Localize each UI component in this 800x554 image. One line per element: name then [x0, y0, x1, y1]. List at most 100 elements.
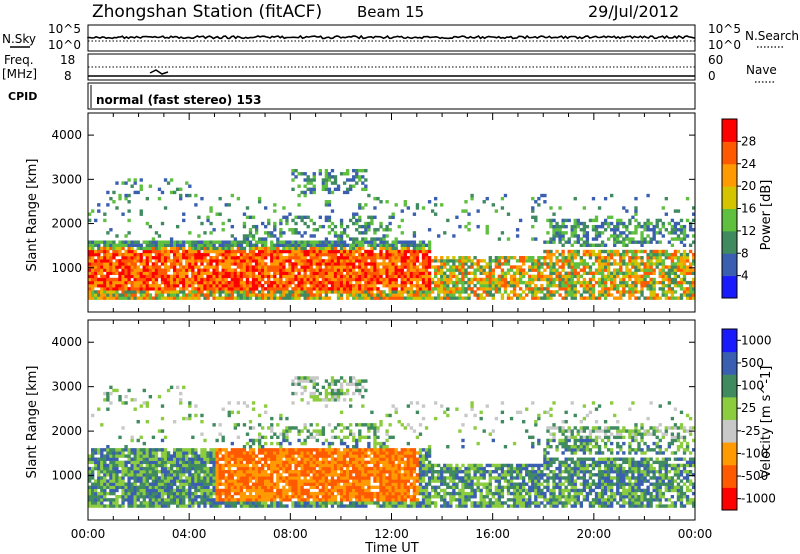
- echo-cell: [318, 240, 322, 244]
- echo-cell: [294, 246, 298, 251]
- echo-cell: [670, 280, 675, 285]
- echo-cell: [561, 249, 565, 254]
- echo-cell: [330, 256, 335, 260]
- echo-cell: [179, 501, 183, 505]
- echo-cell: [261, 262, 265, 266]
- echo-cell: [200, 293, 204, 297]
- echo-cell: [221, 290, 225, 294]
- echo-cell: [406, 293, 411, 297]
- echo-cell: [427, 243, 432, 247]
- echo-cell: [151, 479, 156, 483]
- echo-cell: [215, 495, 219, 499]
- echo-cell: [103, 284, 107, 288]
- echo-cell: [610, 274, 614, 279]
- echo-cell: [148, 473, 153, 477]
- echo-cell: [200, 491, 204, 496]
- echo-cell: [628, 240, 632, 244]
- echo-cell: [154, 231, 159, 235]
- echo-cell: [318, 268, 322, 272]
- echo-cell: [585, 284, 590, 288]
- echo-cell: [257, 240, 262, 244]
- echo-cell: [658, 249, 662, 254]
- echo-cell: [230, 479, 234, 483]
- echo-cell: [194, 498, 198, 502]
- echo-cell: [160, 488, 165, 493]
- echo-cell: [200, 466, 204, 471]
- echo-cell: [588, 277, 593, 282]
- echo-cell: [261, 479, 265, 483]
- echo-cell: [88, 473, 92, 477]
- echo-cell: [622, 262, 626, 266]
- echo-cell: [327, 249, 332, 254]
- echo-cell: [127, 501, 131, 505]
- echo-cell: [127, 277, 131, 282]
- echo-cell: [440, 262, 444, 266]
- echo-cell: [245, 243, 250, 247]
- echo-cell: [640, 256, 644, 260]
- echo-cell: [218, 495, 222, 499]
- echo-cell: [233, 498, 238, 502]
- echo-cell: [106, 398, 110, 402]
- echo-cell: [188, 231, 192, 235]
- echo-cell: [664, 277, 668, 282]
- echo-cell: [276, 485, 280, 490]
- echo-cell: [130, 463, 134, 468]
- echo-cell: [212, 466, 216, 471]
- echo-cell: [515, 280, 520, 285]
- echo-cell: [591, 277, 596, 282]
- echo-cell: [172, 460, 177, 465]
- echo-cell: [212, 249, 216, 254]
- echo-cell: [121, 262, 125, 266]
- echo-cell: [176, 504, 180, 508]
- echo-cell: [154, 460, 159, 465]
- echo-cell: [130, 435, 134, 440]
- echo-cell: [379, 274, 383, 279]
- echo-cell: [352, 246, 356, 251]
- echo-cell: [279, 280, 283, 285]
- echo-cell: [364, 221, 368, 226]
- echo-cell: [200, 240, 204, 244]
- echo-cell: [163, 268, 168, 272]
- echo-cell: [130, 249, 134, 254]
- echo-cell: [543, 287, 547, 291]
- echo-cell: [112, 243, 116, 247]
- echo-cell: [652, 271, 656, 275]
- echo-cell: [248, 296, 253, 300]
- echo-cell: [282, 206, 286, 210]
- echo-cell: [194, 259, 198, 263]
- echo-cell: [667, 296, 672, 300]
- echo-cell: [106, 280, 110, 285]
- echo-cell: [606, 274, 611, 279]
- echo-cell: [288, 495, 292, 499]
- echo-cell: [549, 284, 553, 288]
- echo-cell: [661, 265, 665, 269]
- echo-cell: [127, 454, 131, 458]
- echo-cell: [233, 259, 238, 263]
- echo-cell: [248, 268, 253, 272]
- echo-cell: [267, 454, 271, 458]
- echo-cell: [625, 209, 629, 213]
- echo-cell: [130, 501, 134, 505]
- echo-cell: [124, 259, 128, 263]
- echo-cell: [397, 296, 401, 300]
- echo-cell: [285, 488, 289, 493]
- echo-cell: [355, 293, 359, 297]
- echo-cell: [573, 249, 577, 254]
- echo-cell: [251, 246, 256, 251]
- echo-cell: [94, 265, 98, 269]
- echo-cell: [124, 243, 128, 247]
- echo-cell: [163, 287, 168, 291]
- echo-cell: [91, 274, 95, 279]
- echo-cell: [567, 259, 571, 263]
- echo-cell: [215, 240, 219, 244]
- echo-cell: [409, 259, 414, 263]
- echo-cell: [179, 498, 183, 502]
- echo-cell: [179, 268, 183, 272]
- echo-cell: [209, 271, 213, 275]
- echo-cell: [619, 221, 623, 226]
- echo-cell: [124, 284, 128, 288]
- echo-cell: [312, 175, 316, 179]
- echo-cell: [324, 271, 329, 275]
- echo-cell: [673, 209, 678, 213]
- echo-cell: [215, 473, 219, 477]
